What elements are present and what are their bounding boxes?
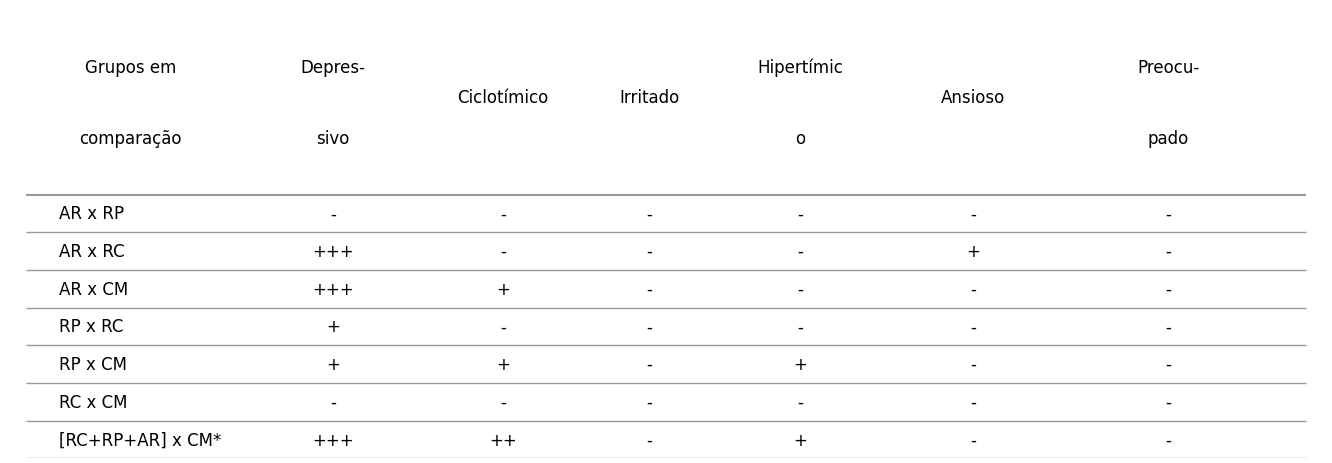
Text: -: - (970, 356, 976, 373)
Text: -: - (970, 393, 976, 411)
Text: comparação: comparação (80, 130, 182, 148)
Text: +: + (966, 243, 980, 261)
Text: -: - (330, 393, 336, 411)
Text: -: - (500, 243, 506, 261)
Text: RP x CM: RP x CM (59, 356, 127, 373)
Text: -: - (500, 393, 506, 411)
Text: RP x RC: RP x RC (59, 318, 124, 336)
Text: +: + (496, 356, 510, 373)
Text: -: - (646, 205, 651, 223)
Text: AR x RC: AR x RC (59, 243, 125, 261)
Text: -: - (1166, 318, 1172, 336)
Text: Grupos em: Grupos em (85, 59, 176, 77)
Text: Irritado: Irritado (619, 89, 679, 107)
Text: Depres-: Depres- (301, 59, 365, 77)
Text: -: - (646, 356, 651, 373)
Text: -: - (1166, 243, 1172, 261)
Text: +: + (326, 318, 340, 336)
Text: +: + (794, 431, 807, 449)
Text: pado: pado (1148, 130, 1189, 148)
Text: +: + (326, 356, 340, 373)
Text: -: - (330, 205, 336, 223)
Text: +: + (496, 280, 510, 298)
Text: -: - (970, 318, 976, 336)
Text: -: - (646, 243, 651, 261)
Text: -: - (1166, 356, 1172, 373)
Text: -: - (970, 205, 976, 223)
Text: Ciclotímico: Ciclotímico (457, 89, 549, 107)
Text: sivo: sivo (317, 130, 350, 148)
Text: AR x CM: AR x CM (59, 280, 128, 298)
Text: -: - (798, 205, 803, 223)
Text: ++: ++ (489, 431, 517, 449)
Text: -: - (1166, 205, 1172, 223)
Text: -: - (646, 393, 651, 411)
Text: +++: +++ (312, 280, 354, 298)
Text: o: o (795, 130, 806, 148)
Text: +: + (794, 356, 807, 373)
Text: -: - (646, 431, 651, 449)
Text: -: - (1166, 280, 1172, 298)
Text: Preocu-: Preocu- (1138, 59, 1200, 77)
Text: -: - (646, 280, 651, 298)
Text: +++: +++ (312, 243, 354, 261)
Text: -: - (500, 205, 506, 223)
Text: Ansioso: Ansioso (940, 89, 1004, 107)
Text: [RC+RP+AR] x CM*: [RC+RP+AR] x CM* (59, 431, 221, 449)
Text: -: - (798, 243, 803, 261)
Text: RC x CM: RC x CM (59, 393, 128, 411)
Text: -: - (798, 318, 803, 336)
Text: Hipertímic: Hipertímic (758, 58, 843, 77)
Text: -: - (798, 280, 803, 298)
Text: -: - (646, 318, 651, 336)
Text: -: - (970, 431, 976, 449)
Text: -: - (1166, 393, 1172, 411)
Text: +++: +++ (312, 431, 354, 449)
Text: -: - (500, 318, 506, 336)
Text: -: - (970, 280, 976, 298)
Text: -: - (1166, 431, 1172, 449)
Text: -: - (798, 393, 803, 411)
Text: AR x RP: AR x RP (59, 205, 124, 223)
